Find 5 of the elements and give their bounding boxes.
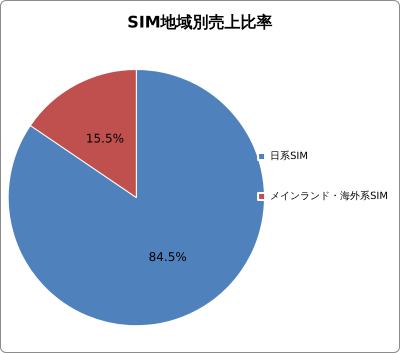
chart-title: SIM地域別売上比率 (127, 12, 273, 32)
legend-label: 日系SIM (270, 150, 308, 162)
legend-label: メインランド・海外系SIM (270, 190, 388, 202)
data-label: 15.5% (86, 131, 124, 146)
data-label: 84.5% (148, 250, 187, 264)
